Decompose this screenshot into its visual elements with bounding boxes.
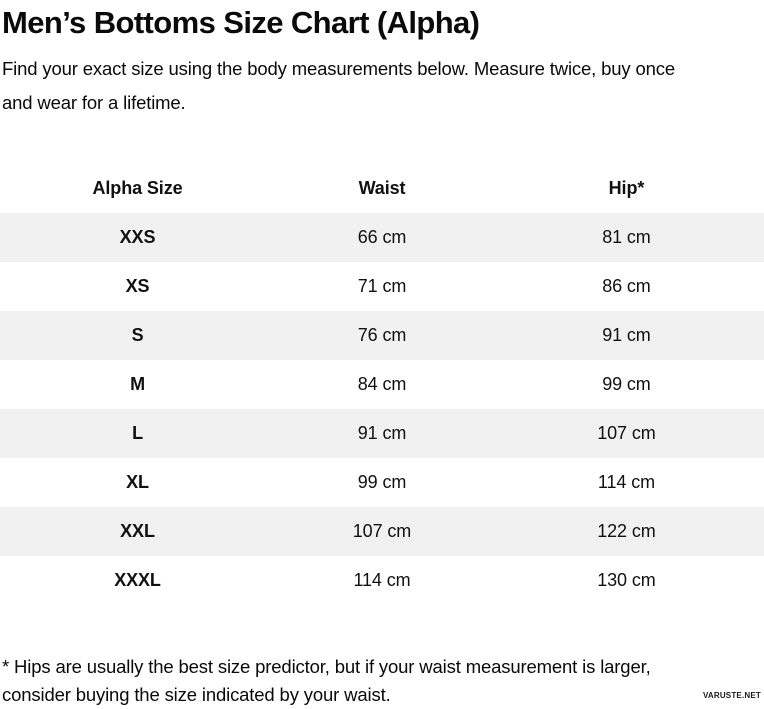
table-row: S 76 cm 91 cm [0, 311, 764, 360]
cell-hip: 99 cm [602, 374, 651, 394]
size-table-body: XXS 66 cm 81 cm XS 71 cm 86 cm S 76 cm 91 cm M 84 … [0, 213, 764, 605]
cell-hip: 130 cm [597, 570, 656, 590]
footnote-line-1: * Hips are usually the best size predict… [2, 656, 651, 677]
footnote: * Hips are usually the best size predict… [2, 653, 764, 709]
table-row: XXL 107 cm 122 cm [0, 507, 764, 556]
cell-hip: 81 cm [602, 227, 651, 247]
table-row: XL 99 cm 114 cm [0, 458, 764, 507]
cell-size: XXXL [114, 570, 161, 590]
intro-line-1: Find your exact size using the body meas… [2, 58, 676, 79]
cell-hip: 91 cm [602, 325, 651, 345]
cell-waist: 99 cm [357, 472, 407, 492]
footnote-line-2: consider buying the size indicated by yo… [2, 684, 391, 705]
cell-waist: 66 cm [357, 227, 407, 247]
table-row: L 91 cm 107 cm [0, 409, 764, 458]
cell-size: M [130, 374, 145, 394]
table-header-row: Alpha Size Waist Hip* [0, 164, 764, 213]
cell-size: L [132, 423, 143, 443]
cell-size: XXS [119, 227, 156, 247]
cell-waist: 107 cm [352, 521, 412, 541]
cell-waist: 76 cm [357, 325, 407, 345]
cell-hip: 122 cm [597, 521, 656, 541]
column-header-hip: Hip* [608, 178, 645, 198]
cell-waist: 71 cm [357, 276, 407, 296]
table-row: XXXL 114 cm 130 cm [0, 556, 764, 605]
intro-line-2: and wear for a lifetime. [2, 92, 186, 113]
cell-hip: 86 cm [602, 276, 651, 296]
table-row: XXS 66 cm 81 cm [0, 213, 764, 262]
cell-size: XS [125, 276, 150, 296]
cell-waist: 91 cm [357, 423, 407, 443]
cell-hip: 114 cm [597, 472, 655, 492]
table-row: M 84 cm 99 cm [0, 360, 764, 409]
page-title: Men’s Bottoms Size Chart (Alpha) [2, 5, 480, 40]
watermark-varuste-net: VARUSTE.NET [702, 691, 761, 700]
intro-paragraph: Find your exact size using the body meas… [2, 52, 764, 120]
cell-waist: 114 cm [353, 570, 411, 590]
table-row: XS 71 cm 86 cm [0, 262, 764, 311]
cell-size: S [131, 325, 144, 345]
column-header-waist: Waist [358, 178, 406, 198]
cell-waist: 84 cm [357, 374, 407, 394]
cell-size: XL [126, 472, 149, 492]
column-header-alpha-size: Alpha Size [92, 178, 183, 198]
cell-hip: 107 cm [597, 423, 656, 443]
size-table: Alpha Size Waist Hip* XXS 66 cm 81 cm XS 71 … [0, 164, 764, 605]
cell-size: XXL [120, 521, 155, 541]
